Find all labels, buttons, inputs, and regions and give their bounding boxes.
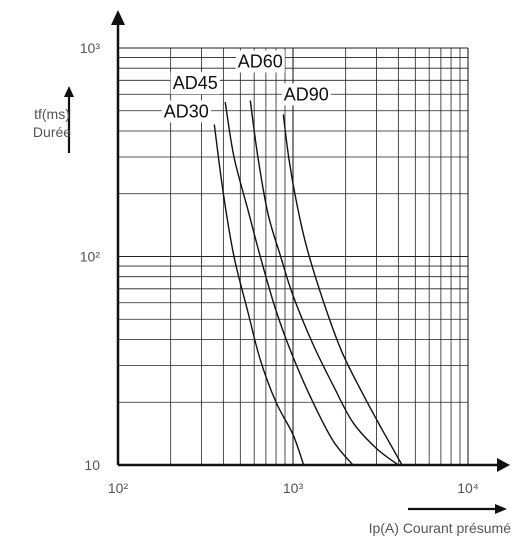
x-tick-label: 10³ xyxy=(283,480,304,496)
ylabel-arrow-icon xyxy=(64,86,74,97)
x-axis-arrow-icon xyxy=(497,458,510,472)
series-curve-ad30 xyxy=(213,124,305,466)
x-tick-label: 10² xyxy=(108,480,129,496)
y-tick-label: 10 xyxy=(84,457,100,473)
grid xyxy=(118,47,469,465)
curves xyxy=(213,100,403,466)
series-label-background xyxy=(235,50,285,73)
xlabel-arrow-icon xyxy=(495,504,507,514)
series-curve-ad90 xyxy=(282,114,403,466)
x-tick-label: 10⁴ xyxy=(457,480,479,496)
series-label-background xyxy=(161,100,211,123)
series-label-ad90: AD90 xyxy=(284,84,329,104)
y-axis-arrow-icon xyxy=(111,10,125,25)
series-label-ad30: AD30 xyxy=(164,101,209,121)
series-label-background xyxy=(170,72,220,95)
axis-labels: tf(ms) Durée Ip(A) Courant présumé xyxy=(33,106,511,536)
x-axis-label: Ip(A) Courant présumé xyxy=(369,520,512,536)
axes xyxy=(64,10,510,514)
series-curve-ad60 xyxy=(249,100,399,466)
y-tick-label: 10³ xyxy=(80,40,101,56)
series-label-ad60: AD60 xyxy=(238,52,283,72)
y-axis-label-line-1: tf(ms) xyxy=(34,106,70,122)
y-axis-label-line-2: Durée xyxy=(33,124,71,140)
series-label-background xyxy=(281,83,331,106)
series-label-ad45: AD45 xyxy=(173,73,218,93)
series-curve-ad45 xyxy=(224,102,354,466)
y-tick-label: 10² xyxy=(80,249,101,265)
tick-labels: 10² 10³ 10⁴ 10 10² 10³ xyxy=(80,40,479,496)
